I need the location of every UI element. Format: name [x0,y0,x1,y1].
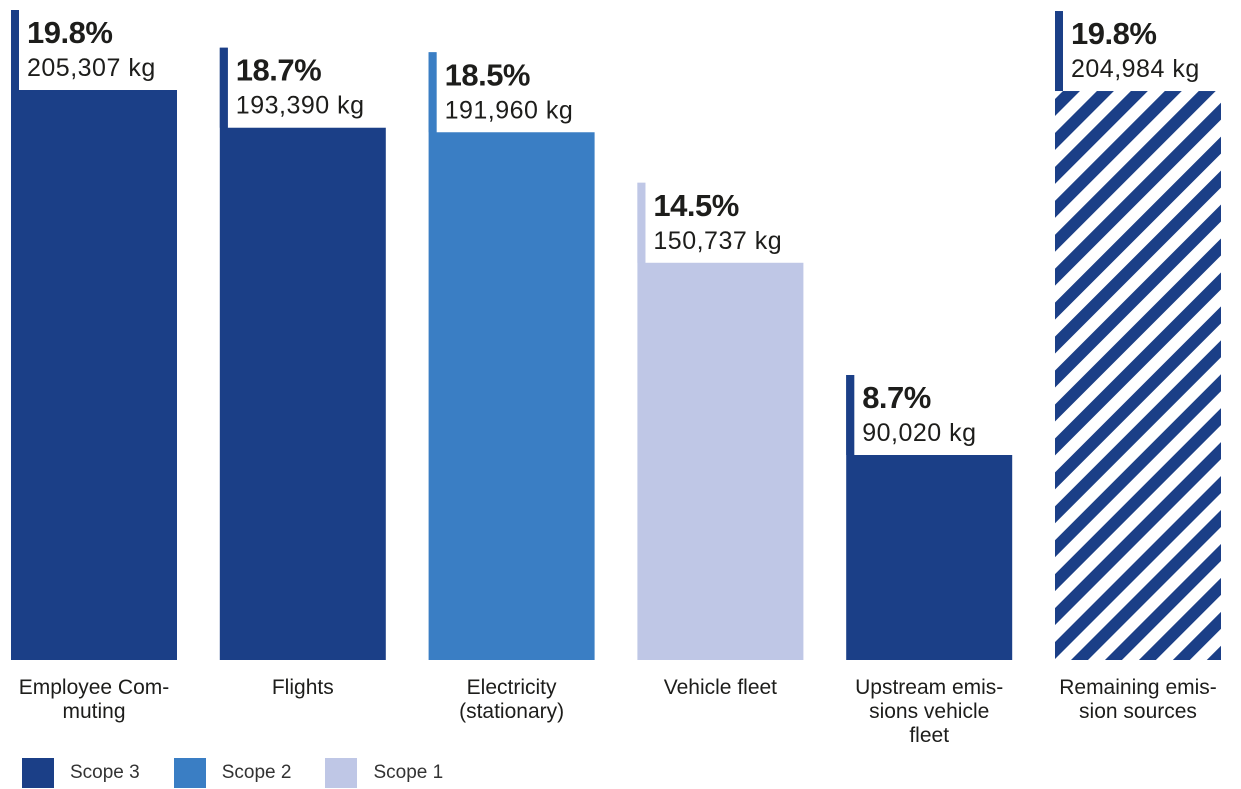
bar-label-accent-2 [428,52,437,133]
bar-label-accent-1 [219,47,228,128]
bar-labels: 19.8% 205,307 kg 18.7% 193,390 kg 18.5% 191,9… [11,8,1223,455]
category-label-2-line-0: Electricity [467,676,557,699]
category-label-2-line-1: (stationary) [459,700,564,723]
category-labels: Employee Com-muting Flights Electricity(st… [19,676,1217,747]
legend-label-scope-2: Scope 2 [221,762,292,783]
legend-item-scope-3: Scope 3 [22,758,140,788]
bar-1 [219,47,386,660]
bar-label-accent-0 [11,10,19,90]
bars [11,10,1221,661]
category-label-1-line-0: Flights [272,676,334,699]
category-label-3-line-0: Vehicle fleet [664,676,777,699]
category-label-0-line-0: Employee Com- [19,676,170,699]
bar-percent-label-5: 19.8% [1071,16,1156,51]
legend-label-scope-1: Scope 1 [373,762,444,783]
bar-percent-label-4: 8.7% [862,380,931,415]
bar-label-accent-3 [637,182,646,263]
bar-label-box-2 [436,50,597,133]
legend-swatch-scope-1 [325,758,358,788]
bar-percent-label-1: 18.7% [236,53,321,88]
bar-label-box-4 [854,372,1015,455]
legend-swatch-scope-2 [173,758,206,788]
bar-label-box-0 [19,8,179,90]
category-label-5-line-1: sion sources [1079,700,1197,723]
bar-label-box-3 [645,180,806,263]
category-label-4-line-1: sions vehicle [869,700,989,723]
category-label-4-line-2: fleet [909,724,949,747]
category-label-0-line-1: muting [62,700,125,723]
bar-value-label-0: 205,307 kg [27,54,156,82]
bar-value-label-4: 90,020 kg [862,419,976,447]
bar-2 [428,52,595,661]
bar-percent-label-0: 19.8% [27,15,112,50]
legend-swatch-scope-3 [22,758,54,788]
bar-value-label-3: 150,737 kg [653,227,782,255]
legend-label-scope-3: Scope 3 [70,762,140,783]
legend-item-scope-2: Scope 2 [173,758,292,788]
category-label-4-line-0: Upstream emis- [855,676,1003,699]
bar-5 [1055,11,1221,660]
bar-value-label-5: 204,984 kg [1071,55,1200,83]
bar-0 [11,10,177,660]
category-label-5-line-0: Remaining emis- [1059,676,1217,699]
bar-value-label-2: 191,960 kg [445,96,574,124]
bar-label-box-1 [227,45,388,128]
legend-item-scope-1: Scope 1 [325,758,443,788]
bar-label-box-5 [1063,9,1223,92]
bar-label-accent-4 [846,374,855,455]
bar-label-accent-5 [1055,11,1063,92]
bar-percent-label-3: 14.5% [653,188,738,223]
bar-value-label-1: 193,390 kg [236,92,365,120]
bar-percent-label-2: 18.5% [445,57,530,92]
legend: Scope 3 Scope 2 Scope 1 [22,757,477,789]
bar-chart: 19.8% 205,307 kg 18.7% 193,390 kg 18.5% 191,9… [11,8,1223,747]
